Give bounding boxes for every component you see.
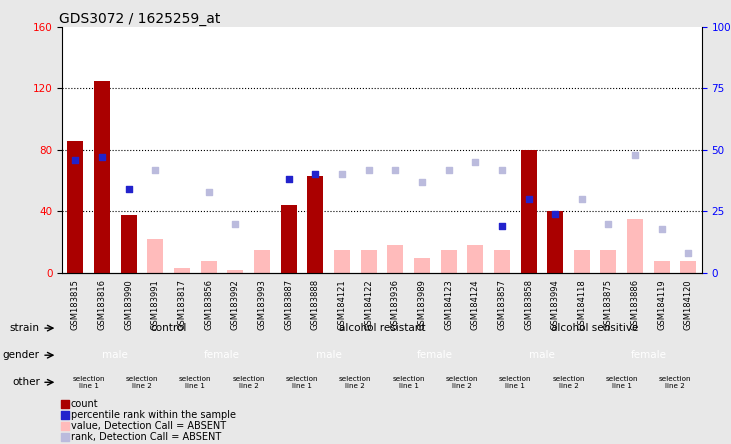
Point xyxy=(416,178,428,186)
Text: male: male xyxy=(316,350,341,360)
Bar xyxy=(600,250,616,273)
Point xyxy=(629,151,641,159)
Point xyxy=(123,186,135,193)
Bar xyxy=(174,269,190,273)
Text: alcohol resistant: alcohol resistant xyxy=(338,323,425,333)
Bar xyxy=(67,141,83,273)
Bar xyxy=(654,261,670,273)
Text: strain: strain xyxy=(10,323,39,333)
Bar xyxy=(307,176,323,273)
Bar xyxy=(414,258,430,273)
Point xyxy=(96,154,108,161)
Text: selection
line 1: selection line 1 xyxy=(393,376,425,389)
Bar xyxy=(494,250,510,273)
Text: selection
line 2: selection line 2 xyxy=(659,376,692,389)
Bar xyxy=(148,239,164,273)
Point xyxy=(283,176,295,183)
Point xyxy=(203,188,215,195)
Point xyxy=(443,166,455,173)
Bar xyxy=(627,219,643,273)
Text: GDS3072 / 1625259_at: GDS3072 / 1625259_at xyxy=(59,12,220,26)
Text: selection
line 2: selection line 2 xyxy=(446,376,478,389)
Point xyxy=(336,171,348,178)
Point xyxy=(469,159,481,166)
Text: female: female xyxy=(417,350,453,360)
Text: percentile rank within the sample: percentile rank within the sample xyxy=(71,410,236,420)
Point xyxy=(258,376,270,383)
Bar xyxy=(334,250,350,273)
Bar xyxy=(281,205,297,273)
Point xyxy=(496,166,508,173)
Bar xyxy=(441,250,457,273)
Text: gender: gender xyxy=(3,350,39,360)
Text: other: other xyxy=(12,377,39,387)
Point xyxy=(363,166,374,173)
Bar xyxy=(520,150,537,273)
Point xyxy=(309,171,321,178)
Bar xyxy=(121,214,137,273)
Text: selection
line 1: selection line 1 xyxy=(605,376,638,389)
Bar xyxy=(548,211,563,273)
Text: count: count xyxy=(71,399,99,409)
Point xyxy=(258,275,270,282)
Bar xyxy=(574,250,590,273)
Point xyxy=(258,73,270,80)
Text: selection
line 2: selection line 2 xyxy=(126,376,159,389)
Bar xyxy=(681,261,697,273)
Text: selection
line 1: selection line 1 xyxy=(72,376,105,389)
Text: alcohol sensitive: alcohol sensitive xyxy=(551,323,639,333)
Text: rank, Detection Call = ABSENT: rank, Detection Call = ABSENT xyxy=(71,432,221,442)
Text: female: female xyxy=(630,350,667,360)
Text: selection
line 1: selection line 1 xyxy=(499,376,531,389)
Text: selection
line 2: selection line 2 xyxy=(552,376,585,389)
Point xyxy=(496,223,508,230)
Text: male: male xyxy=(102,350,129,360)
Point xyxy=(602,220,614,227)
Point xyxy=(656,225,667,232)
Text: male: male xyxy=(529,350,555,360)
Bar xyxy=(94,80,110,273)
Text: selection
line 2: selection line 2 xyxy=(232,376,265,389)
Point xyxy=(150,166,162,173)
Bar xyxy=(360,250,376,273)
Point xyxy=(549,210,561,218)
Point xyxy=(69,156,81,163)
Point xyxy=(230,220,241,227)
Bar xyxy=(387,246,404,273)
Point xyxy=(390,166,401,173)
Point xyxy=(576,195,588,202)
Bar xyxy=(254,250,270,273)
Bar xyxy=(467,246,483,273)
Text: value, Detection Call = ABSENT: value, Detection Call = ABSENT xyxy=(71,421,226,431)
Text: selection
line 1: selection line 1 xyxy=(286,376,318,389)
Point xyxy=(258,174,270,181)
Text: control: control xyxy=(151,323,187,333)
Text: selection
line 2: selection line 2 xyxy=(339,376,371,389)
Bar xyxy=(227,270,243,273)
Point xyxy=(523,195,534,202)
Text: selection
line 1: selection line 1 xyxy=(179,376,212,389)
Point xyxy=(683,250,694,257)
Bar xyxy=(201,261,216,273)
Text: female: female xyxy=(204,350,240,360)
